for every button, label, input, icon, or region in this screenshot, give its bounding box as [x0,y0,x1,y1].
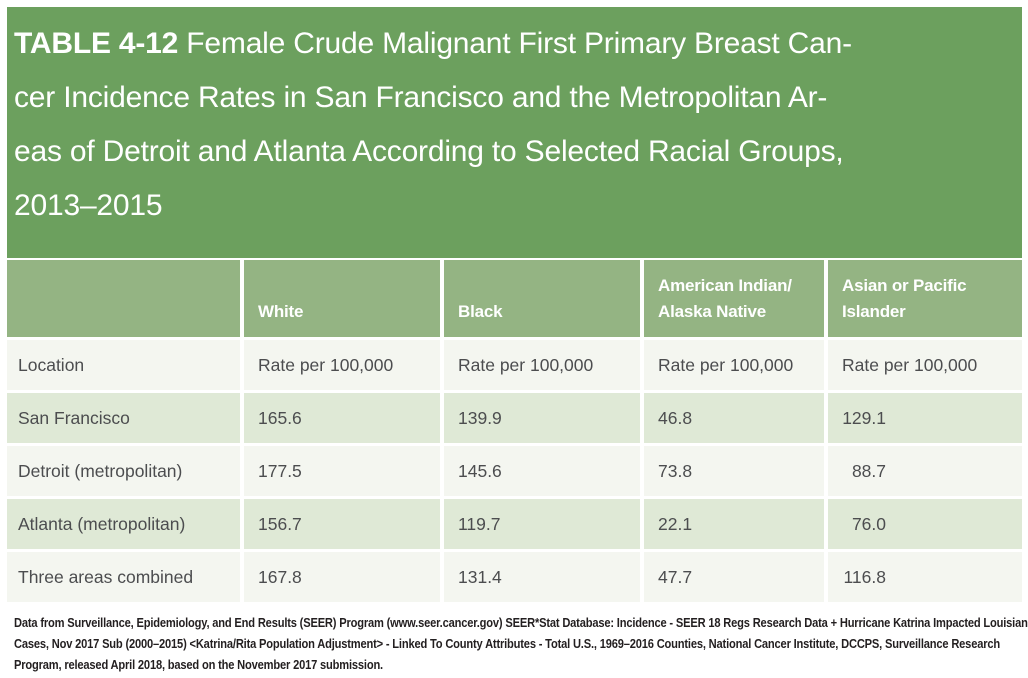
source-note-line-3: Program, released April 2018, based on t… [14,658,383,672]
title-line-1-text: Female Crude Malignant First Primary Bre… [186,27,852,60]
value-cell: 145.6 [444,446,640,496]
title-line-4: 2013–2015 [14,189,163,222]
value-cell: 139.9 [444,393,640,443]
title-line-1: TABLE 4-12 Female Crude Malignant First … [14,17,1012,71]
value-cell: 116.8 [828,552,1022,602]
value-text: 116.8 [843,566,887,587]
column-header-black: Black [444,260,640,337]
unit-cell: Rate per 100,000 [644,340,824,390]
source-note-line-1: Data from Surveillance, Epidemiology, an… [14,616,1028,630]
table-title: TABLE 4-12 Female Crude Malignant First … [7,7,1022,258]
value-cell: 167.8 [244,552,440,602]
source-note: Data from Surveillance, Epidemiology, an… [14,613,1028,676]
column-header-empty [7,260,240,337]
row-label-three-areas-combined: Three areas combined [7,552,240,602]
value-cell: 22.1 [644,499,824,549]
value-cell: 156.7 [244,499,440,549]
value-cell: 165.6 [244,393,440,443]
unit-cell: Rate per 100,000 [444,340,640,390]
value-cell: 119.7 [444,499,640,549]
title-line-3: eas of Detroit and Atlanta According to … [14,135,844,168]
row-label-atlanta-metropolitan: Atlanta (metropolitan) [7,499,240,549]
unit-cell: Rate per 100,000 [244,340,440,390]
row-label-san-francisco: San Francisco [7,393,240,443]
title-line-2: cer Incidence Rates in San Francisco and… [14,81,828,114]
column-header-asian-pacific-islander: Asian or Pacific Islander [828,260,1022,337]
value-text: 88.7 [851,460,886,481]
table-number-label: TABLE 4-12 [14,27,179,60]
value-cell: 131.4 [444,552,640,602]
unit-cell: Rate per 100,000 [828,340,1022,390]
row-label-detroit-metropolitan: Detroit (metropolitan) [7,446,240,496]
value-cell: 46.8 [644,393,824,443]
value-cell: 76.0 [828,499,1022,549]
value-cell: 47.7 [644,552,824,602]
value-text: 76.0 [851,513,886,534]
column-header-white: White [244,260,440,337]
column-header-american-indian-alaska-native: American Indian/ Alaska Native [644,260,824,337]
row-label-location: Location [7,340,240,390]
value-cell: 88.7 [828,446,1022,496]
value-cell: 73.8 [644,446,824,496]
value-cell: 129.1 [828,393,1022,443]
source-note-line-2: Cases, Nov 2017 Sub (2000–2015) <Katrina… [14,637,1000,651]
value-cell: 177.5 [244,446,440,496]
incidence-rates-table: White Black American Indian/ Alaska Nati… [7,260,1022,602]
value-text: 129.1 [842,407,886,428]
